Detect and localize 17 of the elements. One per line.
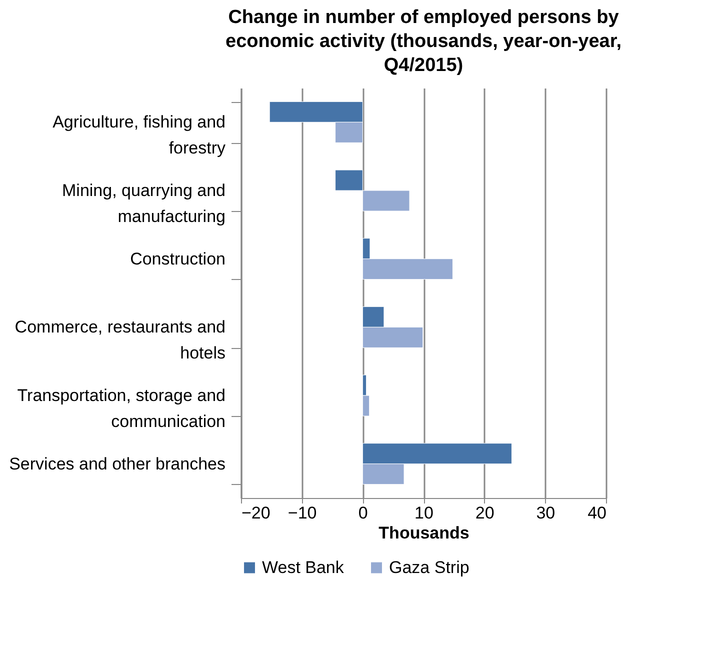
x-tick-label: 20 [475, 504, 494, 522]
x-tick-label: −20 [242, 504, 270, 522]
x-axis-title: Thousands [378, 524, 470, 542]
y-tick-label: Commerce, restaurants and hotels [14, 318, 226, 363]
legend-label: West Bank [262, 558, 344, 577]
y-tick-label: Mining, quarrying and manufacturing [62, 181, 226, 226]
x-tick-label: −10 [288, 504, 317, 522]
x-tick-label: 10 [414, 504, 434, 522]
x-tick-label: 40 [588, 504, 606, 522]
legend-label: Gaza Strip [389, 558, 470, 577]
chart-title: Change in number of employed persons by economic activity (thousands, year-on-year, Q4/2015) [226, 7, 622, 76]
y-tick-label: Construction [130, 249, 226, 268]
y-tick-label: Agriculture, fishing and forestry [52, 112, 226, 158]
x-tick-label: 0 [358, 504, 368, 522]
y-tick-label: Services and other branches [9, 454, 226, 474]
y-tick-label: Transportation, storage and communication [17, 386, 226, 431]
x-tick-label: 30 [536, 504, 556, 522]
